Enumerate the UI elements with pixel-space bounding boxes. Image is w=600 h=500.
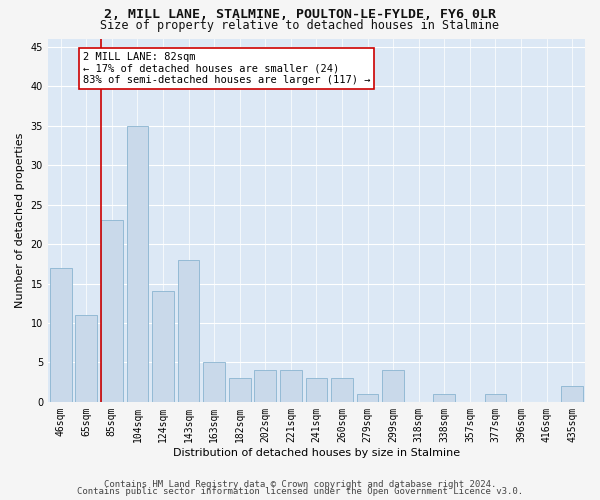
Text: Size of property relative to detached houses in Stalmine: Size of property relative to detached ho… <box>101 18 499 32</box>
Bar <box>433 394 455 402</box>
Text: 2, MILL LANE, STALMINE, POULTON-LE-FYLDE, FY6 0LR: 2, MILL LANE, STALMINE, POULTON-LE-FYLDE… <box>104 8 496 20</box>
X-axis label: Distribution of detached houses by size in Stalmine: Distribution of detached houses by size … <box>173 448 460 458</box>
Bar <box>562 386 583 402</box>
Y-axis label: Number of detached properties: Number of detached properties <box>15 132 25 308</box>
Bar <box>382 370 404 402</box>
Bar <box>76 315 97 402</box>
Bar <box>101 220 123 402</box>
Bar <box>331 378 353 402</box>
Bar <box>178 260 199 402</box>
Text: Contains public sector information licensed under the Open Government Licence v3: Contains public sector information licen… <box>77 488 523 496</box>
Bar <box>485 394 506 402</box>
Bar <box>152 292 174 402</box>
Bar <box>50 268 71 402</box>
Bar <box>203 362 225 402</box>
Bar <box>280 370 302 402</box>
Bar <box>127 126 148 402</box>
Bar <box>305 378 328 402</box>
Text: 2 MILL LANE: 82sqm
← 17% of detached houses are smaller (24)
83% of semi-detache: 2 MILL LANE: 82sqm ← 17% of detached hou… <box>83 52 370 85</box>
Bar <box>357 394 379 402</box>
Bar <box>229 378 251 402</box>
Bar <box>254 370 276 402</box>
Text: Contains HM Land Registry data © Crown copyright and database right 2024.: Contains HM Land Registry data © Crown c… <box>104 480 496 489</box>
